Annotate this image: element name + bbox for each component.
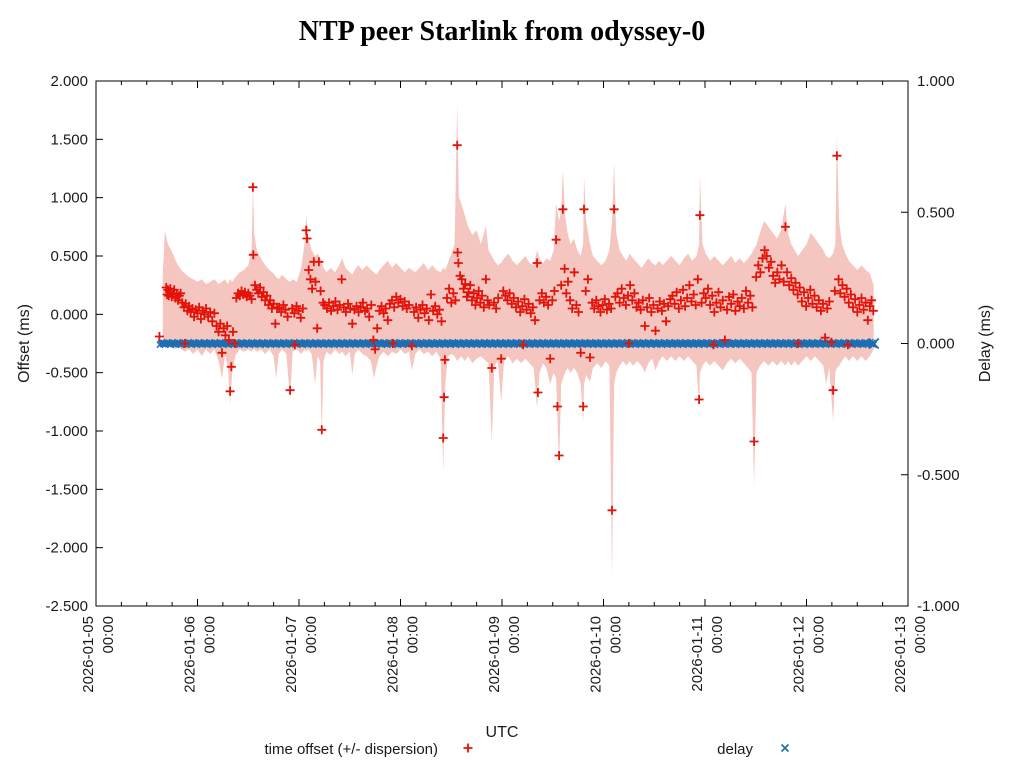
x-tick-date-label: 2026-01-08 (385, 616, 402, 693)
x-tick-date-label: 2026-01-05 (80, 616, 97, 693)
x-axis-label: UTC (486, 724, 519, 741)
x-tick-date-label: 2026-01-13 (892, 616, 909, 693)
y-axis-label: Offset (ms) (16, 304, 33, 383)
y2-tick-label: -0.500 (917, 467, 960, 484)
y2-tick-label: 1.000 (917, 73, 955, 90)
x-tick-time-label: 00:00 (709, 616, 726, 654)
x-tick-time-label: 00:00 (303, 616, 320, 654)
x-tick-time-label: 00:00 (608, 616, 625, 654)
y2-tick-label: 0.500 (917, 204, 955, 221)
delay-last-cross-marker (868, 337, 880, 350)
plot-border (95, 80, 909, 607)
y2-tick-label: -1.000 (917, 598, 960, 615)
legend-plus-marker-icon (463, 743, 473, 753)
y-tick-label: 0.000 (50, 306, 88, 323)
x-tick-time-label: 00:00 (405, 616, 422, 654)
legend-cross-marker-icon (780, 743, 790, 753)
x-tick-date-label: 2026-01-06 (182, 616, 199, 693)
y-tick-label: -2.500 (45, 598, 88, 615)
chart-title: NTP peer Starlink from odyssey-0 (298, 16, 706, 47)
y-tick-label: 2.000 (50, 73, 88, 90)
y-tick-label: -1.500 (45, 481, 88, 498)
y-tick-label: 0.500 (50, 248, 88, 265)
y2-tick-label: 0.000 (917, 336, 955, 353)
y-tick-label: -0.500 (45, 365, 88, 382)
x-tick-time-label: 00:00 (811, 616, 828, 654)
y2-axis-label: Delay (ms) (977, 305, 994, 382)
y-tick-label: -2.000 (45, 540, 88, 557)
x-tick-time-label: 00:00 (202, 616, 219, 654)
x-tick-time-label: 00:00 (506, 616, 523, 654)
x-tick-time-label: 00:00 (912, 616, 929, 654)
delay-cross-markers (156, 338, 877, 349)
offset-series (154, 140, 878, 515)
legend: time offset (+/- dispersion) delay (264, 741, 790, 758)
legend-offset-label: time offset (+/- dispersion) (264, 741, 438, 758)
offset-plus-markers (154, 140, 878, 515)
x-tick-time-label: 00:00 (100, 616, 117, 654)
axis-ticks: 2.000 1.500 1.000 0.500 0.000 -0.500 -1.000 -1.… (45, 73, 959, 693)
x-tick-date-label: 2026-01-07 (283, 616, 300, 693)
x-tick-date-label: 2026-01-10 (588, 616, 605, 693)
legend-delay-label: delay (717, 741, 753, 758)
y-tick-label: -1.000 (45, 423, 88, 440)
x-tick-date-label: 2026-01-12 (791, 616, 808, 693)
y-tick-label: 1.500 (50, 131, 88, 148)
axis-labels: Offset (ms) Delay (ms) UTC (16, 304, 994, 741)
y-tick-label: 1.000 (50, 190, 88, 207)
x-tick-date-label: 2026-01-11 (689, 616, 706, 692)
x-tick-date-label: 2026-01-09 (486, 616, 503, 693)
